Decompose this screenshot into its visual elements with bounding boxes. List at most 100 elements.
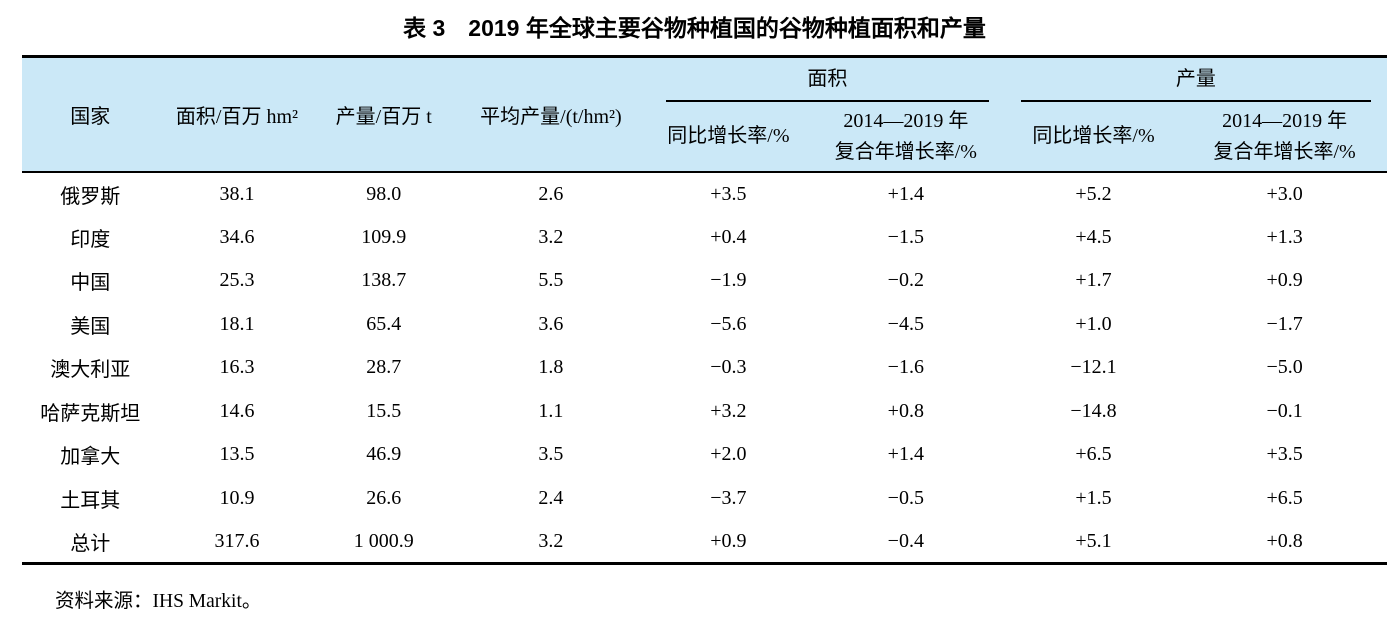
cell-area-cagr: −4.5 — [887, 312, 924, 335]
cell-area-cagr: −0.2 — [887, 269, 924, 292]
cell-area: 13.5 — [219, 443, 255, 466]
cell-prod-cagr: +3.5 — [1266, 443, 1303, 466]
cell-avg-yield: 1.1 — [538, 399, 564, 422]
cell-avg-yield: 3.6 — [538, 312, 564, 335]
cell-country: 印度 — [70, 228, 111, 251]
source-note: 资料来源：IHS Markit。 — [55, 591, 262, 612]
cell-prod-yoy: +5.1 — [1075, 529, 1112, 552]
cell-area-yoy: −5.6 — [710, 312, 747, 335]
cell-production: 1 000.9 — [353, 529, 414, 552]
table-row-china: 中国 25.3 138.7 5.5 −1.9 −0.2 +1.7 +0.9 — [22, 259, 1387, 303]
cell-country: 澳大利亚 — [50, 359, 131, 382]
cell-prod-cagr: +6.5 — [1266, 486, 1303, 509]
col-header-area-yoy: 同比增长率/% — [649, 102, 807, 172]
cell-prod-yoy: −12.1 — [1070, 356, 1117, 379]
col-header-area-cagr: 2014—2019 年 复合年增长率/% — [806, 102, 1005, 172]
cell-country: 总计 — [70, 532, 111, 555]
cell-area: 18.1 — [219, 312, 255, 335]
cell-avg-yield: 2.6 — [538, 182, 564, 205]
table-row-australia: 澳大利亚 16.3 28.7 1.8 −0.3 −1.6 −12.1 −5.0 — [22, 346, 1387, 390]
cell-area-cagr: +1.4 — [887, 443, 924, 466]
table-row-kazakhstan: 哈萨克斯坦 14.6 15.5 1.1 +3.2 +0.8 −14.8 −0.1 — [22, 390, 1387, 434]
col-header-avg-yield: 平均产量/(t/hm²) — [451, 56, 650, 172]
cell-area-yoy: +3.5 — [710, 182, 747, 205]
header-row-sub: 同比增长率/% 2014—2019 年 复合年增长率/% 同比增长率/% 201… — [22, 102, 1387, 172]
cell-country: 加拿大 — [60, 446, 121, 469]
cell-area-yoy: +0.9 — [710, 529, 747, 552]
cell-area-yoy: −0.3 — [710, 356, 747, 379]
cell-area-cagr: −0.4 — [887, 529, 924, 552]
table-header: 国家 面积/百万 hm² 产量/百万 t 平均产量/(t/hm²) 面积 产量 … — [22, 56, 1387, 172]
cell-prod-cagr: −1.7 — [1266, 312, 1303, 335]
table-row-india: 印度 34.6 109.9 3.2 +0.4 −1.5 +4.5 +1.3 — [22, 216, 1387, 260]
col-header-production: 产量/百万 t — [315, 56, 452, 172]
cell-area-yoy: +3.2 — [710, 399, 747, 422]
group-header-production: 产量 — [1004, 56, 1387, 102]
cell-area: 16.3 — [219, 356, 255, 379]
table-row-turkey: 土耳其 10.9 26.6 2.4 −3.7 −0.5 +1.5 +6.5 — [22, 477, 1387, 521]
cell-avg-yield: 3.2 — [538, 225, 564, 248]
cell-prod-cagr: +0.8 — [1266, 529, 1303, 552]
cell-production: 28.7 — [366, 356, 402, 379]
group-header-area-label: 面积 — [665, 58, 989, 102]
cell-avg-yield: 3.5 — [538, 443, 564, 466]
cell-production: 98.0 — [366, 182, 402, 205]
cell-area: 317.6 — [214, 529, 260, 552]
col-header-area: 面积/百万 hm² — [158, 56, 316, 172]
table-row-russia: 俄罗斯 38.1 98.0 2.6 +3.5 +1.4 +5.2 +3.0 — [22, 172, 1387, 216]
cell-production: 109.9 — [361, 225, 407, 248]
cell-area-cagr: +1.4 — [887, 182, 924, 205]
cell-area-yoy: +2.0 — [710, 443, 747, 466]
col-header-prod-cagr: 2014—2019 年 复合年增长率/% — [1182, 102, 1387, 172]
cell-area-yoy: −3.7 — [710, 486, 747, 509]
cell-area-cagr: −1.5 — [887, 225, 924, 248]
cell-production: 15.5 — [366, 399, 402, 422]
cell-production: 138.7 — [361, 269, 407, 292]
cell-country: 俄罗斯 — [60, 185, 121, 208]
cell-area: 34.6 — [219, 225, 255, 248]
cell-area-cagr: −0.5 — [887, 486, 924, 509]
cell-area: 14.6 — [219, 399, 255, 422]
cell-prod-yoy: +1.7 — [1075, 269, 1112, 292]
table-body: 俄罗斯 38.1 98.0 2.6 +3.5 +1.4 +5.2 +3.0 印度… — [22, 172, 1387, 564]
table-row-usa: 美国 18.1 65.4 3.6 −5.6 −4.5 +1.0 −1.7 — [22, 303, 1387, 347]
table-row-canada: 加拿大 13.5 46.9 3.5 +2.0 +1.4 +6.5 +3.5 — [22, 433, 1387, 477]
col-header-area-cagr-line2: 复合年增长率/% — [834, 140, 977, 163]
cell-area: 38.1 — [219, 182, 255, 205]
cell-avg-yield: 5.5 — [538, 269, 564, 292]
cell-area-cagr: −1.6 — [887, 356, 924, 379]
cell-avg-yield: 2.4 — [538, 486, 564, 509]
header-row-main: 国家 面积/百万 hm² 产量/百万 t 平均产量/(t/hm²) 面积 产量 — [22, 56, 1387, 172]
cell-area: 25.3 — [219, 269, 255, 292]
group-header-area: 面积 — [649, 56, 1005, 102]
cell-avg-yield: 3.2 — [538, 529, 564, 552]
cell-prod-cagr: +0.9 — [1266, 269, 1303, 292]
table-row-total: 总计 317.6 1 000.9 3.2 +0.9 −0.4 +5.1 +0.8 — [22, 520, 1387, 564]
cell-production: 46.9 — [366, 443, 402, 466]
cell-prod-yoy: +1.0 — [1075, 312, 1112, 335]
cell-country: 美国 — [70, 315, 111, 338]
group-header-production-label: 产量 — [1020, 58, 1371, 102]
cell-prod-yoy: +6.5 — [1075, 443, 1112, 466]
cell-area-yoy: −1.9 — [710, 269, 747, 292]
cell-area-cagr: +0.8 — [887, 399, 924, 422]
cell-prod-cagr: +1.3 — [1266, 225, 1303, 248]
table-title: 表 3 2019 年全球主要谷物种植国的谷物种植面积和产量 — [403, 15, 986, 41]
col-header-area-cagr-line1: 2014—2019 年 — [843, 109, 969, 132]
col-header-country: 国家 — [22, 56, 159, 172]
cell-prod-cagr: +3.0 — [1266, 182, 1303, 205]
cell-production: 26.6 — [366, 486, 402, 509]
cereal-table: 国家 面积/百万 hm² 产量/百万 t 平均产量/(t/hm²) 面积 产量 … — [22, 55, 1387, 565]
cell-prod-yoy: +1.5 — [1075, 486, 1112, 509]
cereal-table-container: 国家 面积/百万 hm² 产量/百万 t 平均产量/(t/hm²) 面积 产量 … — [22, 55, 1387, 565]
col-header-prod-cagr-line1: 2014—2019 年 — [1222, 109, 1348, 132]
cell-prod-yoy: +4.5 — [1075, 225, 1112, 248]
cell-prod-yoy: +5.2 — [1075, 182, 1112, 205]
cell-country: 土耳其 — [60, 489, 121, 512]
cell-prod-cagr: −5.0 — [1266, 356, 1303, 379]
cell-prod-cagr: −0.1 — [1266, 399, 1303, 422]
cell-production: 65.4 — [366, 312, 402, 335]
col-header-prod-yoy: 同比增长率/% — [1004, 102, 1183, 172]
cell-country: 中国 — [70, 272, 111, 295]
cell-area: 10.9 — [219, 486, 255, 509]
